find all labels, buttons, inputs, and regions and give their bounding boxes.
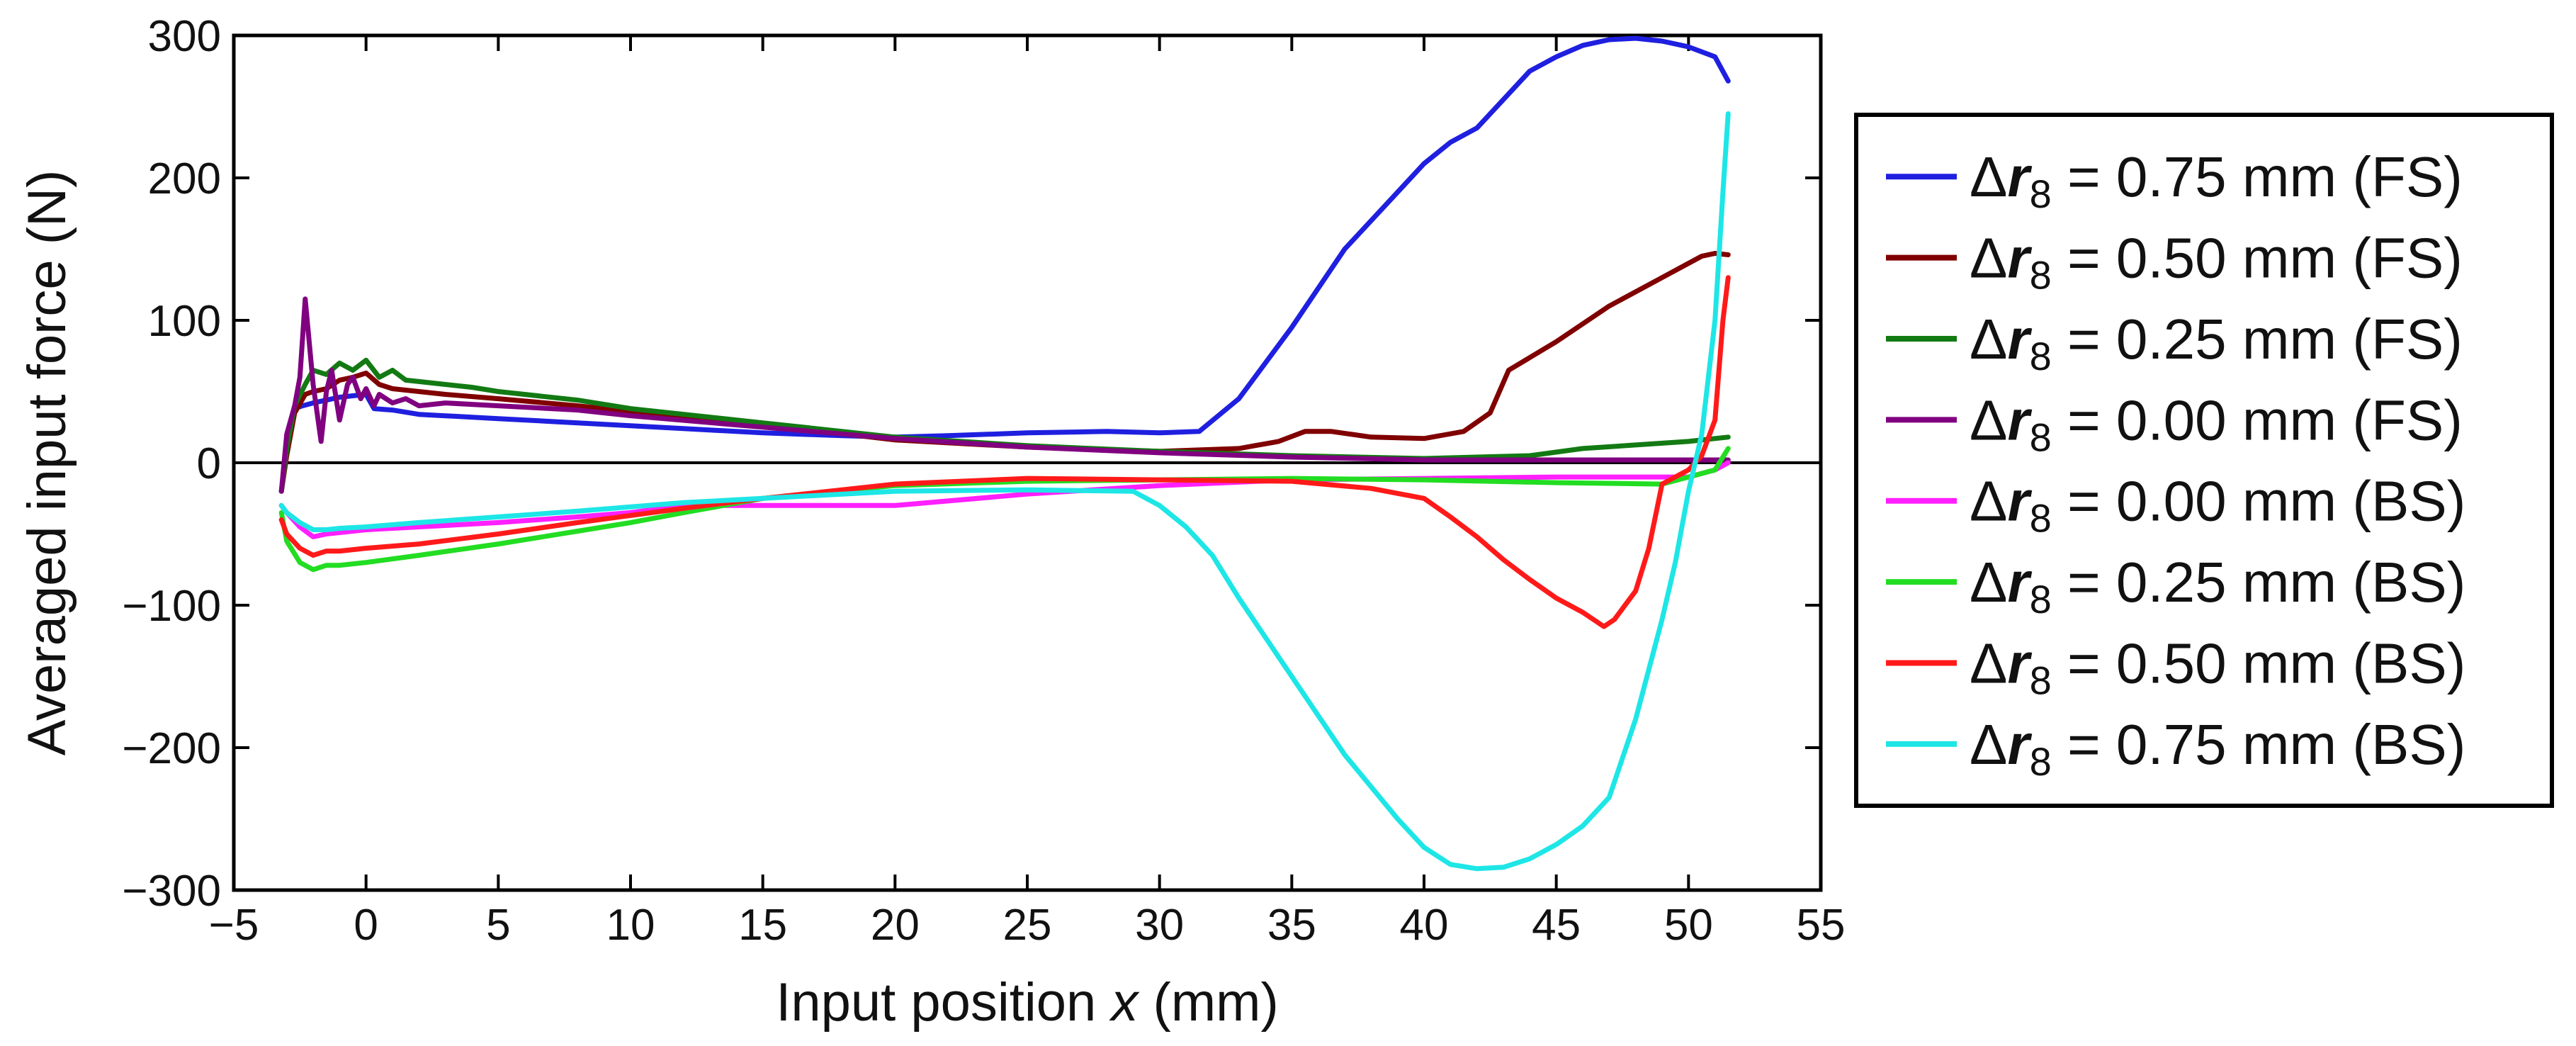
x-tick-label: 50 [1664, 901, 1713, 950]
series-line [278, 35, 1731, 494]
legend-label: Δr8 = 0.25 mm (FS) [1970, 308, 2463, 378]
x-tick-label: 15 [738, 901, 787, 950]
y-tick-label: −200 [122, 724, 221, 773]
legend-label: Δr8 = 0.00 mm (FS) [1970, 388, 2463, 459]
x-tick-label: 20 [871, 901, 920, 950]
y-tick-label: −100 [122, 582, 221, 631]
x-ticks: −5 0 5 10 15 20 25 30 35 40 45 50 55 [209, 35, 1846, 950]
x-tick-label: 0 [354, 901, 378, 950]
series-line [278, 357, 1731, 494]
x-tick-label: −5 [209, 901, 259, 950]
legend-entry: Δr8 = 0.25 mm (FS) [1886, 308, 2463, 378]
x-tick-label: 30 [1135, 901, 1184, 950]
legend-box [1854, 113, 2554, 808]
x-tick-label: 40 [1400, 901, 1449, 950]
legend-entry: Δr8 = 0.50 mm (BS) [1886, 631, 2465, 702]
x-tick-label: 45 [1532, 901, 1581, 950]
series-line [278, 460, 1731, 539]
legend-label: Δr8 = 0.75 mm (FS) [1970, 145, 2463, 216]
x-tick-label: 25 [1003, 901, 1052, 950]
legend-entry: Δr8 = 0.75 mm (BS) [1886, 713, 2465, 784]
y-ticks: 300 200 100 0 −100 −200 −300 [122, 12, 1821, 916]
y-tick-label: 0 [197, 439, 221, 488]
series-line [278, 111, 1731, 872]
legend-label: Δr8 = 0.75 mm (BS) [1970, 713, 2465, 784]
y-tick-label: 200 [148, 154, 221, 203]
legend-label: Δr8 = 0.50 mm (FS) [1970, 227, 2463, 298]
series-line [278, 275, 1731, 629]
legend-entry: Δr8 = 0.50 mm (FS) [1886, 227, 2463, 298]
legend-entry: Δr8 = 0.00 mm (FS) [1886, 388, 2463, 459]
y-tick-label: −300 [122, 867, 221, 916]
y-axis-label: Averaged input force (N) [17, 170, 77, 756]
legend-items: Δr8 = 0.75 mm (FS) Δr8 = 0.50 mm (FS) Δr8 … [1886, 145, 2465, 784]
y-tick-label: 300 [148, 12, 221, 61]
series-line [278, 446, 1731, 573]
x-tick-label: 10 [606, 901, 655, 950]
series-line [278, 296, 1731, 494]
x-axis-label: Input position x (mm) [776, 972, 1279, 1033]
series-layer [278, 35, 1731, 872]
legend-label: Δr8 = 0.25 mm (BS) [1970, 551, 2465, 622]
plot-area: −5 0 5 10 15 20 25 30 35 40 45 50 55 3002001000−100−… [122, 12, 1845, 950]
legend-entry: Δr8 = 0.00 mm (BS) [1886, 470, 2465, 541]
legend: Δr8 = 0.75 mm (FS) Δr8 = 0.50 mm (FS) Δr8 … [1854, 113, 2554, 808]
y-tick-label: 100 [148, 297, 221, 346]
x-tick-label: 5 [486, 901, 510, 950]
legend-entry: Δr8 = 0.25 mm (BS) [1886, 551, 2465, 622]
legend-label: Δr8 = 0.50 mm (BS) [1970, 631, 2465, 702]
x-tick-label: 55 [1797, 901, 1846, 950]
x-tick-label: 35 [1267, 901, 1316, 950]
legend-entry: Δr8 = 0.75 mm (FS) [1886, 145, 2463, 216]
legend-label: Δr8 = 0.00 mm (BS) [1970, 470, 2465, 541]
